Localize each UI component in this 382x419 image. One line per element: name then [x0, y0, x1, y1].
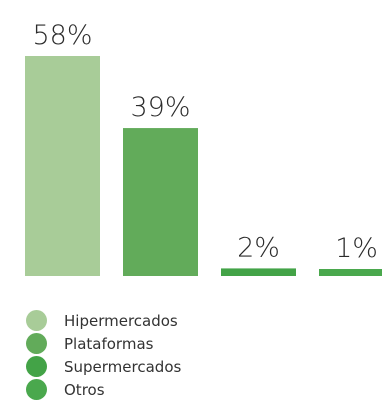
legend-label: Otros [64, 381, 105, 399]
legend-swatch [26, 310, 47, 331]
legend-label: Supermercados [64, 358, 181, 376]
legend: Hipermercados Plataformas Supermercados … [26, 309, 181, 401]
legend-label: Plataformas [64, 335, 153, 353]
legend-item-hipermercados: Hipermercados [26, 309, 181, 332]
legend-label: Hipermercados [64, 312, 178, 330]
legend-swatch [26, 356, 47, 377]
bar-hipermercados [25, 56, 100, 276]
legend-swatch [26, 379, 47, 400]
bar-chart: 58% 39% 2% 1% [0, 0, 382, 300]
value-label-plataformas: 39% [130, 92, 190, 123]
value-label-otros: 1% [335, 233, 378, 264]
bar-otros [319, 269, 382, 276]
bar-plataformas [123, 128, 198, 276]
value-label-supermercados: 2% [237, 232, 280, 263]
legend-item-plataformas: Plataformas [26, 332, 181, 355]
legend-item-supermercados: Supermercados [26, 355, 181, 378]
legend-swatch [26, 333, 47, 354]
legend-item-otros: Otros [26, 378, 181, 401]
value-label-hipermercados: 58% [32, 20, 92, 51]
bar-supermercados [221, 268, 296, 276]
